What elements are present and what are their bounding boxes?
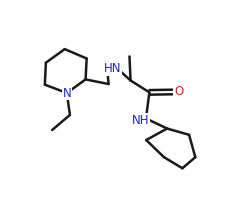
Text: O: O (174, 85, 183, 98)
Text: NH: NH (132, 114, 150, 127)
Text: N: N (62, 87, 71, 99)
Text: HN: HN (104, 62, 122, 75)
